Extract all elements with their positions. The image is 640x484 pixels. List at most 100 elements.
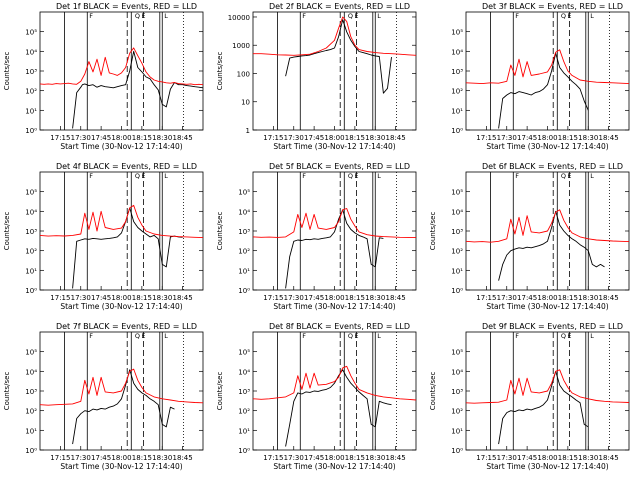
x-tick-label: 18:15 (132, 294, 152, 302)
marker-label: L (590, 172, 594, 180)
y-tick-label: 10³ (451, 68, 463, 76)
x-tick-label: 17:45 (304, 454, 324, 462)
x-tick-label: 18:00 (324, 134, 344, 142)
marker-label: F (515, 332, 519, 340)
x-tick-label: 18:30 (152, 294, 172, 302)
y-tick-label: 10⁴ (451, 208, 463, 216)
marker-label: E (354, 332, 358, 340)
y-axis-label: Counts/sec (3, 212, 11, 251)
y-tick-label: 10⁵ (238, 349, 250, 357)
panel-det-2: Det 2f BLACK = Events, RED = LLD 1 10 100 10… (213, 0, 426, 160)
x-tick-label: 18:30 (365, 454, 385, 462)
marker-label: L (164, 332, 168, 340)
y-tick-label: 10⁵ (451, 29, 463, 37)
marker-label: E (354, 12, 358, 20)
y-tick-label: 10¹ (238, 267, 250, 275)
y-tick-label: 10³ (25, 228, 37, 236)
y-tick-label: 10⁰ (25, 447, 37, 455)
x-tick-label: 18:45 (599, 134, 619, 142)
marker-label: E (141, 172, 145, 180)
x-tick-label: 17:15 (476, 134, 496, 142)
chart-svg: Det 6f BLACK = Events, RED = LLD 10⁰ 10¹ 10… (429, 162, 630, 311)
x-axis-label: Start Time (30-Nov-12 17:14:40) (60, 302, 182, 311)
series-events-line (498, 370, 589, 445)
x-tick-label: 17:15 (263, 134, 283, 142)
y-tick-label: 10⁵ (451, 349, 463, 357)
x-axis-label: Start Time (30-Nov-12 17:14:40) (486, 462, 608, 471)
x-tick-label: 18:15 (345, 454, 365, 462)
y-tick-label: 10000 (228, 14, 250, 22)
x-tick-label: 18:00 (111, 294, 131, 302)
x-tick-label: 17:15 (476, 454, 496, 462)
marker-label: F (302, 172, 306, 180)
marker-label: L (377, 12, 381, 20)
x-axis-label: Start Time (30-Nov-12 17:14:40) (273, 462, 395, 471)
x-tick-label: 17:30 (497, 134, 517, 142)
y-tick-label: 10³ (451, 228, 463, 236)
chart-title: Det 8f BLACK = Events, RED = LLD (269, 322, 410, 331)
marker-label: F (515, 172, 519, 180)
chart-title: Det 7f BLACK = Events, RED = LLD (56, 322, 197, 331)
x-tick-label: 18:00 (537, 294, 557, 302)
series-lld-line (39, 47, 204, 86)
x-axis-label: Start Time (30-Nov-12 17:14:40) (486, 142, 608, 151)
marker-label: Q (561, 12, 566, 20)
x-tick-label: 17:15 (50, 294, 70, 302)
series-lld-line (252, 208, 417, 239)
x-tick-label: 17:30 (71, 454, 91, 462)
marker-label: Q (135, 12, 140, 20)
x-tick-label: 18:00 (537, 454, 557, 462)
y-tick-label: 10⁰ (238, 447, 250, 455)
marker-label: F (89, 12, 93, 20)
x-tick-label: 18:30 (578, 134, 598, 142)
chart-title: Det 3f BLACK = Events, RED = LLD (482, 2, 623, 11)
x-tick-label: 18:45 (173, 294, 193, 302)
y-tick-label: 10⁴ (451, 48, 463, 56)
x-tick-label: 18:30 (152, 454, 172, 462)
y-tick-label: 10¹ (238, 427, 250, 435)
y-tick-label: 10³ (238, 388, 250, 396)
y-tick-label: 10¹ (451, 427, 463, 435)
marker-label: E (567, 172, 571, 180)
series-events-line (285, 19, 392, 94)
chart-svg: Det 2f BLACK = Events, RED = LLD 1 10 100 10… (216, 2, 417, 151)
panel-det-9: Det 9f BLACK = Events, RED = LLD 10⁰ 10¹ 10… (426, 320, 639, 480)
x-tick-label: 17:45 (517, 294, 537, 302)
y-tick-label: 10³ (238, 228, 250, 236)
chart-svg: Det 7f BLACK = Events, RED = LLD 10⁰ 10¹ 10… (3, 322, 204, 471)
marker-label: L (590, 332, 594, 340)
x-tick-label: 18:15 (132, 134, 152, 142)
chart-title: Det 5f BLACK = Events, RED = LLD (269, 162, 410, 171)
chart-svg: Det 5f BLACK = Events, RED = LLD 10⁰ 10¹ 10… (216, 162, 417, 311)
x-tick-label: 17:30 (71, 294, 91, 302)
y-axis-label: Counts/sec (3, 52, 11, 91)
x-tick-label: 18:45 (386, 294, 406, 302)
y-tick-label: 10² (451, 88, 463, 96)
x-tick-label: 17:45 (517, 454, 537, 462)
y-tick-label: 10¹ (25, 107, 37, 115)
y-tick-label: 10² (25, 408, 37, 416)
x-axis-label: Start Time (30-Nov-12 17:14:40) (273, 302, 395, 311)
y-tick-label: 10³ (25, 388, 37, 396)
x-axis-label: Start Time (30-Nov-12 17:14:40) (273, 142, 395, 151)
y-axis-label: Counts/sec (429, 372, 437, 411)
y-tick-label: 10² (238, 248, 250, 256)
marker-label: E (141, 12, 145, 20)
y-tick-label: 10⁰ (451, 447, 463, 455)
x-tick-label: 18:00 (111, 454, 131, 462)
marker-label: Q (135, 332, 140, 340)
chart-title: Det 2f BLACK = Events, RED = LLD (269, 2, 410, 11)
series-lld-line (253, 16, 417, 56)
chart-title: Det 6f BLACK = Events, RED = LLD (482, 162, 623, 171)
y-tick-label: 10² (25, 248, 37, 256)
y-tick-label: 10⁵ (25, 29, 37, 37)
x-tick-label: 18:30 (152, 134, 172, 142)
x-tick-label: 18:00 (537, 134, 557, 142)
y-axis-label: Counts/sec (3, 372, 11, 411)
marker-label: F (515, 12, 519, 20)
marker-label: F (302, 332, 306, 340)
y-tick-label: 10⁰ (25, 287, 37, 295)
panel-det-5: Det 5f BLACK = Events, RED = LLD 10⁰ 10¹ 10… (213, 160, 426, 320)
panel-det-4: Det 4f BLACK = Events, RED = LLD 10⁰ 10¹ 10… (0, 160, 213, 320)
